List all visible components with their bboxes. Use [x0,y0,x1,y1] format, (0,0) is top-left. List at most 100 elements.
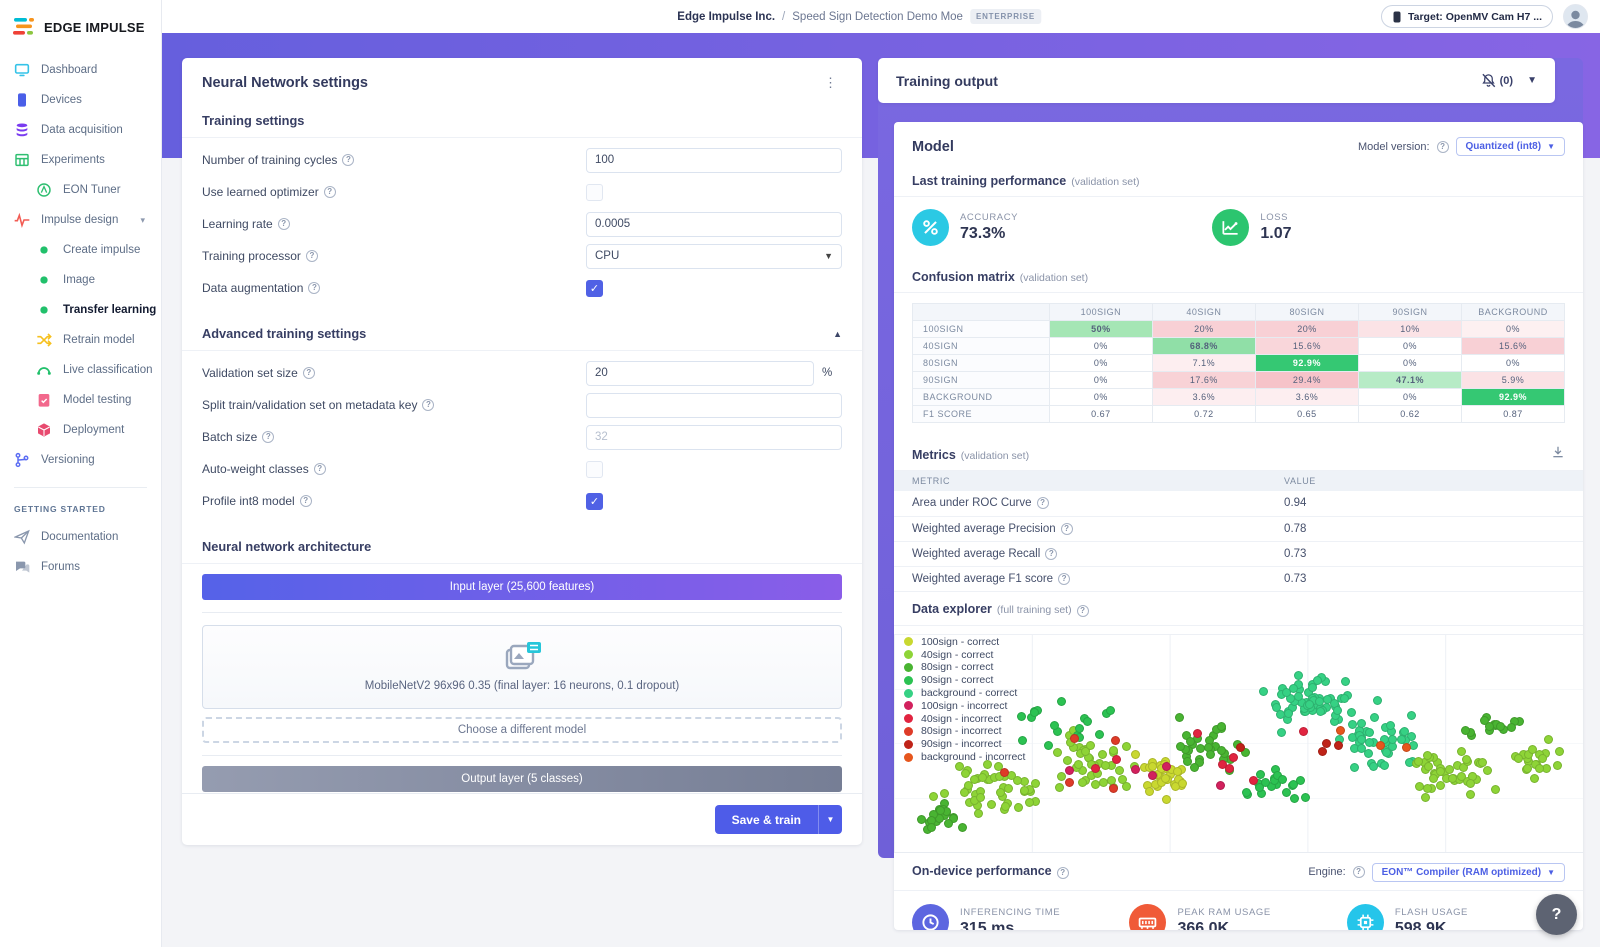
scatter-point[interactable] [1369,712,1379,722]
scatter-point[interactable] [1356,744,1366,754]
scatter-point[interactable] [1491,784,1501,794]
scatter-point[interactable] [926,822,936,832]
learning-rate-input[interactable] [586,211,842,237]
notifications-muted-control[interactable]: (0) [1481,73,1513,88]
scatter-point[interactable] [1003,783,1013,793]
scatter-point[interactable] [1122,742,1132,752]
scatter-point[interactable] [1258,686,1268,696]
sidebar-item-image[interactable]: Image [0,265,161,295]
scatter-point[interactable] [1332,706,1342,716]
choose-different-model-button[interactable]: Choose a different model [202,717,842,743]
scatter-point[interactable] [1461,726,1471,736]
scatter-point[interactable] [1413,756,1423,766]
scatter-point[interactable] [1364,738,1374,747]
sidebar-item-transfer-learning[interactable]: Transfer learning [0,295,161,325]
scatter-point[interactable] [1069,734,1079,743]
scatter-point[interactable] [1175,713,1185,723]
scatter-point[interactable] [916,814,926,824]
scatter-point[interactable] [1495,722,1505,732]
scatter-point[interactable] [1175,741,1185,751]
scatter-point[interactable] [1260,777,1270,787]
scatter-point[interactable] [1482,766,1492,776]
scatter-point[interactable] [1216,780,1226,790]
scatter-point[interactable] [1062,756,1072,765]
output-layer-bar[interactable]: Output layer (5 classes) [202,766,842,792]
scatter-point[interactable] [1388,734,1398,744]
scatter-point[interactable] [928,791,938,801]
scatter-point[interactable] [1304,700,1314,709]
scatter-point[interactable] [1436,781,1446,790]
scatter-point[interactable] [1094,729,1104,739]
scatter-point[interactable] [1357,718,1366,728]
scatter-point[interactable] [1507,723,1517,733]
scatter-point[interactable] [1298,726,1308,736]
scatter-point[interactable] [1523,749,1533,759]
scatter-point[interactable] [1364,728,1374,738]
scatter-point[interactable] [1177,779,1187,789]
scatter-point[interactable] [1255,770,1265,780]
scatter-point[interactable] [1161,761,1171,771]
sidebar-item-documentation[interactable]: Documentation [0,522,161,552]
help-icon[interactable]: ? [302,367,315,379]
scatter-point[interactable] [1057,696,1067,706]
scatter-point[interactable] [1018,735,1028,745]
use-learned-optimizer-checkbox[interactable] [586,183,603,201]
scatter-point[interactable] [978,772,988,782]
scatter-point[interactable] [1477,758,1487,767]
sidebar-item-live-classification[interactable]: Live classification [0,355,161,385]
scatter-point[interactable] [1281,788,1291,798]
scatter-point[interactable] [1301,792,1311,802]
scatter-point[interactable] [1376,741,1386,751]
help-icon[interactable]: ? [1036,497,1049,510]
scatter-point[interactable] [1295,775,1305,785]
help-icon[interactable]: ? [1045,547,1058,560]
sidebar-item-model-testing[interactable]: Model testing [0,385,161,415]
scatter-point[interactable] [1148,770,1158,780]
scatter-point[interactable] [1030,778,1040,788]
scatter-point[interactable] [957,822,967,832]
scatter-point[interactable] [1013,802,1023,812]
sidebar-item-create-impulse[interactable]: Create impulse [0,235,161,265]
scatter-point[interactable] [1001,802,1011,812]
scatter-point[interactable] [1534,764,1544,774]
scatter-point[interactable] [1380,760,1390,770]
scatter-point[interactable] [1206,750,1216,760]
scatter-point[interactable] [1322,695,1332,705]
help-icon[interactable]: ? [1060,522,1073,535]
scatter-point[interactable] [1277,774,1287,784]
help-icon[interactable]: ? [1352,866,1365,878]
help-icon[interactable]: ? [1056,867,1069,879]
scatter-point[interactable] [1542,763,1552,773]
training-processor-select[interactable]: CPU ▼ [586,243,842,269]
scatter-point[interactable] [1317,747,1327,757]
scatter-point[interactable] [1523,763,1532,773]
scatter-point[interactable] [1115,765,1125,775]
scatter-point[interactable] [1386,721,1396,731]
scatter-point[interactable] [1182,756,1192,766]
scatter-point[interactable] [1108,783,1118,793]
scatter-point[interactable] [1397,734,1407,744]
scatter-point[interactable] [1194,757,1204,767]
scatter-point[interactable] [1422,751,1432,761]
scatter-point[interactable] [1110,736,1120,746]
scatter-point[interactable] [1173,766,1183,776]
scatter-point[interactable] [961,768,971,778]
sidebar-item-forums[interactable]: Forums [0,552,161,582]
scatter-point[interactable] [1277,727,1287,737]
scatter-point[interactable] [1529,774,1539,784]
help-icon[interactable]: ? [299,495,312,507]
scatter-point[interactable] [1145,786,1155,796]
sidebar-item-dashboard[interactable]: Dashboard [0,55,161,85]
scatter-point[interactable] [954,762,964,771]
scatter-point[interactable] [1281,688,1291,697]
scatter-point[interactable] [1091,764,1101,774]
scatter-point[interactable] [1097,749,1107,759]
scatter-point[interactable] [1461,755,1471,765]
scatter-point[interactable] [1414,782,1424,792]
scatter-point[interactable] [1289,683,1299,693]
scatter-point[interactable] [1053,748,1063,758]
scatter-point[interactable] [1242,788,1252,798]
sidebar-item-eon-tuner[interactable]: EON Tuner [0,175,161,205]
scatter-point[interactable] [1100,761,1110,771]
help-icon[interactable]: ? [308,282,321,294]
